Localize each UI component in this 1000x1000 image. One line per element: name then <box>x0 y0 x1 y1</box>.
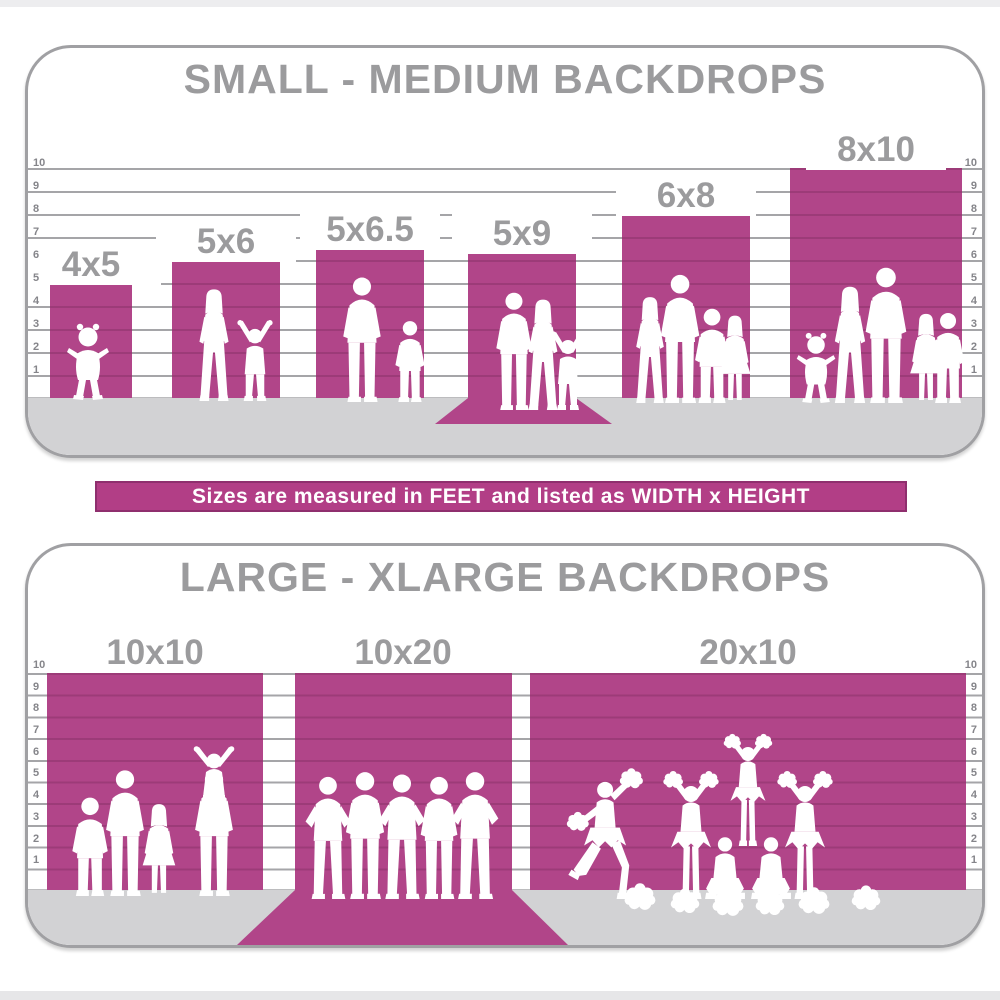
small-medium-panel: SMALL - MEDIUM BACKDROPS 4x5 5x6 5x6.5 5… <box>25 45 985 458</box>
couple-man-silhouette <box>496 292 532 410</box>
size-label-10x20: 10x20 <box>333 633 473 673</box>
ruler-right-8: 8 <box>970 203 977 215</box>
family4-father-silhouette <box>660 274 700 403</box>
family-girl-silhouette <box>142 804 176 893</box>
size-label-10x10: 10x10 <box>85 633 225 673</box>
ruler-left-7: 7 <box>33 226 40 238</box>
cheerleader-top-flyer-silhouette <box>724 734 772 846</box>
size-label-4x5: 4x5 <box>28 245 161 285</box>
small-medium-title: SMALL - MEDIUM BACKDROPS <box>183 56 827 102</box>
ruler-right-8: 8 <box>970 702 977 714</box>
ruler-left-5: 5 <box>33 272 40 284</box>
size-label-6x8: 6x8 <box>616 176 756 216</box>
ruler-right-4: 4 <box>970 295 977 307</box>
backdrop-sweep-10x20 <box>237 890 568 945</box>
toddler-girl-silhouette <box>67 323 109 400</box>
ruler-left-5: 5 <box>33 767 40 779</box>
large-xlarge-title: LARGE - XLARGE BACKDROPS <box>179 554 831 600</box>
couple-woman-silhouette <box>528 299 558 411</box>
bottom-edge-band <box>0 991 1000 1000</box>
ruler-left-6: 6 <box>33 746 40 758</box>
ruler-right-6: 6 <box>970 746 977 758</box>
ruler-left-8: 8 <box>33 702 40 714</box>
measurement-note-text: Sizes are measured in FEET and listed as… <box>192 484 810 508</box>
pom-pom-icon <box>798 887 830 914</box>
ruler-left-7: 7 <box>33 724 40 736</box>
pom-pom-icon <box>851 885 881 911</box>
ruler-left-9: 9 <box>33 180 40 192</box>
family5-father-silhouette <box>865 267 907 403</box>
family-boy-silhouette <box>72 797 108 897</box>
size-label-8x10: 8x10 <box>806 130 946 170</box>
ruler-right-3: 3 <box>970 318 977 330</box>
ruler-right-7: 7 <box>970 226 977 238</box>
large-xlarge-panel: LARGE - XLARGE BACKDROPS 10x10 10x20 20x… <box>25 543 985 948</box>
son-silhouette <box>395 321 425 402</box>
pom-pom-icon <box>624 883 656 910</box>
ruler-right-7: 7 <box>970 724 977 736</box>
size-label-20x10: 20x10 <box>678 633 818 673</box>
man-silhouette <box>420 776 458 899</box>
mother-silhouette <box>199 289 229 401</box>
ruler-right-3: 3 <box>970 811 977 823</box>
man-hands-on-hips-silhouette <box>305 776 351 899</box>
cheering-child-silhouette <box>237 320 273 401</box>
man-hands-on-hips-silhouette <box>451 772 499 899</box>
size-label-5x6-5: 5x6.5 <box>300 210 440 250</box>
ruler-left-2: 2 <box>33 341 40 353</box>
family4-mother-silhouette <box>636 297 664 403</box>
family4-girl-silhouette <box>719 315 751 401</box>
father-silhouette <box>343 277 381 402</box>
top-edge-band <box>0 0 1000 7</box>
ruler-right-1: 1 <box>970 364 977 376</box>
ruler-left-6: 6 <box>33 249 40 261</box>
ruler-left-9: 9 <box>33 681 40 693</box>
family5-mother-silhouette <box>834 286 866 403</box>
ruler-right-9: 9 <box>970 681 977 693</box>
ruler-right-2: 2 <box>970 341 977 353</box>
ruler-left-2: 2 <box>33 833 40 845</box>
cheerleader-kneeling-silhouette <box>751 837 791 899</box>
couple-child-silhouette <box>550 331 586 410</box>
cheerleader-lunge-left-silhouette <box>567 768 643 899</box>
ruler-right-1: 1 <box>970 854 977 866</box>
ruler-right-5: 5 <box>970 767 977 779</box>
ruler-left-8: 8 <box>33 203 40 215</box>
ruler-left-4: 4 <box>33 295 40 307</box>
ruler-left-1: 1 <box>33 364 40 376</box>
cheerleader-arms-up-silhouette <box>663 771 718 899</box>
size-label-5x6: 5x6 <box>156 222 296 262</box>
ruler-left-3: 3 <box>33 318 40 330</box>
cheerleader-kneeling-silhouette <box>705 837 745 899</box>
measurement-note-banner: Sizes are measured in FEET and listed as… <box>95 481 907 512</box>
ruler-right-5: 5 <box>970 272 977 284</box>
ruler-right-10: 10 <box>964 659 977 671</box>
man-silhouette <box>345 772 385 899</box>
silhouettes-layer-large-xlarge <box>72 546 881 916</box>
ruler-left-4: 4 <box>33 789 40 801</box>
ruler-right-10: 10 <box>964 157 977 169</box>
ruler-right-6: 6 <box>970 249 977 261</box>
man-hands-on-hips-silhouette <box>379 774 425 899</box>
ruler-right-2: 2 <box>970 833 977 845</box>
ruler-left-3: 3 <box>33 811 40 823</box>
ruler-left-10: 10 <box>33 659 46 671</box>
ruler-left-10: 10 <box>33 157 46 169</box>
family-father-silhouette <box>106 770 144 896</box>
ruler-right-9: 9 <box>970 180 977 192</box>
family5-toddler-silhouette <box>796 332 836 403</box>
ruler-right-4: 4 <box>970 789 977 801</box>
cheerleader-arms-up-silhouette <box>777 771 832 899</box>
ruler-left-1: 1 <box>33 854 40 866</box>
size-label-5x9: 5x9 <box>452 214 592 254</box>
